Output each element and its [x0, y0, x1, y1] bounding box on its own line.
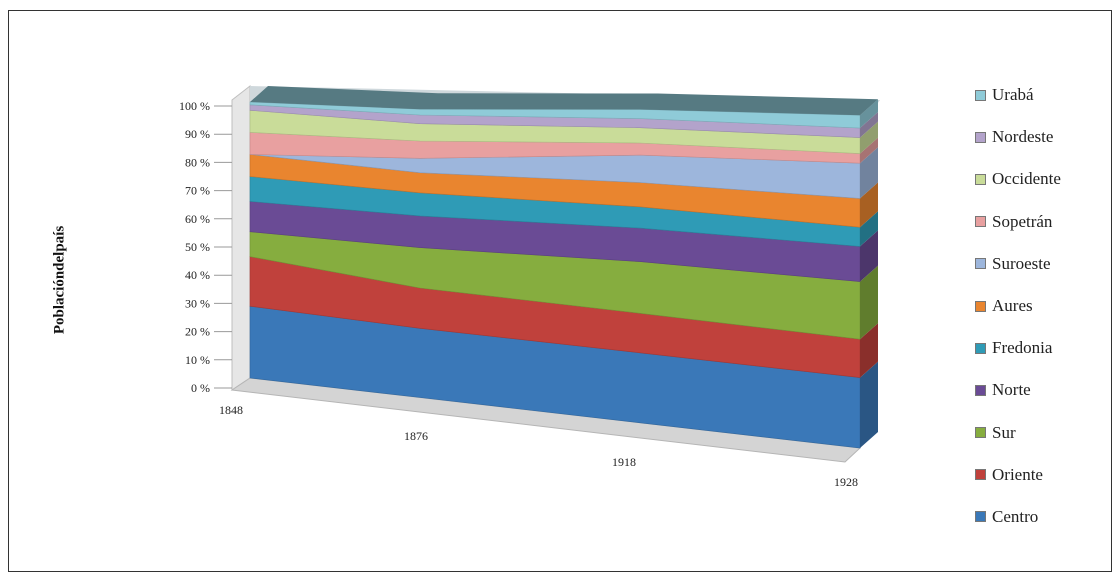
legend-item-oriente: Oriente	[975, 454, 1061, 496]
legend-swatch	[975, 300, 986, 312]
legend-label: Sur	[992, 422, 1016, 442]
chart-areas	[249, 86, 878, 449]
y-axis-label: Poblacióndelpaís	[51, 225, 68, 335]
legend-item-urab-: Urabá	[975, 74, 1061, 116]
legend-swatch	[975, 258, 986, 270]
area-side-suroeste	[860, 147, 878, 199]
legend-item-fredonia: Fredonia	[975, 327, 1061, 369]
y-axis-label-wrap: Poblacióndelpaís	[40, 150, 80, 410]
y-tick-label: 10 %	[185, 353, 210, 367]
legend-swatch	[975, 131, 986, 143]
left-wall	[231, 84, 251, 391]
area-side-aures	[860, 182, 878, 228]
y-tick-labels: 0 % 10 % 20 % 30 % 40 % 50 % 60 % 70 % 80 % 90 % 1…	[179, 99, 232, 395]
legend: Urabá Nordeste Occidente Sopetrán Suroeste Au…	[975, 74, 1061, 538]
area-side-centro	[860, 361, 878, 448]
legend-label: Aures	[992, 296, 1033, 316]
area-side-nordeste	[860, 112, 878, 138]
x-tick-label: 1928	[834, 475, 858, 489]
y-tick-label: 70 %	[185, 184, 210, 198]
area-side-norte	[860, 230, 878, 282]
legend-label: Fredonia	[992, 338, 1053, 358]
x-tick-labels: 1848 1876 1918 1928	[219, 403, 858, 489]
legend-item-norte: Norte	[975, 369, 1061, 411]
legend-label: Oriente	[992, 464, 1043, 484]
legend-item-aures: Aures	[975, 285, 1061, 327]
legend-swatch	[975, 511, 986, 523]
y-tick-label: 80 %	[185, 155, 210, 169]
legend-item-sur: Sur	[975, 412, 1061, 454]
legend-swatch	[975, 384, 986, 396]
y-tick-label: 60 %	[185, 212, 210, 226]
legend-label: Occidente	[992, 169, 1061, 189]
area-side-sur	[860, 265, 878, 340]
legend-swatch	[975, 173, 986, 185]
area-side-sopetr-n	[860, 137, 878, 164]
legend-label: Urabá	[992, 85, 1034, 105]
legend-label: Suroeste	[992, 253, 1051, 273]
legend-label: Nordeste	[992, 127, 1054, 147]
area-side-occidente	[860, 121, 878, 154]
y-tick-label: 0 %	[191, 381, 210, 395]
legend-swatch	[975, 427, 986, 439]
area-side-oriente	[860, 323, 878, 378]
legend-item-occidente: Occidente	[975, 158, 1061, 200]
area-side-urab-	[860, 99, 878, 128]
x-tick-label: 1918	[612, 455, 636, 469]
x-tick-label: 1876	[404, 429, 428, 443]
legend-item-centro: Centro	[975, 496, 1061, 538]
legend-label: Centro	[992, 506, 1039, 526]
legend-swatch	[975, 89, 986, 101]
legend-item-sopetr-n: Sopetrán	[975, 201, 1061, 243]
legend-item-nordeste: Nordeste	[975, 116, 1061, 158]
y-tick-label: 30 %	[185, 296, 210, 310]
y-tick-label: 90 %	[185, 127, 210, 141]
y-tick-label: 20 %	[185, 325, 210, 339]
legend-label: Sopetrán	[992, 211, 1053, 231]
y-tick-label: 50 %	[185, 240, 210, 254]
legend-label: Norte	[992, 380, 1031, 400]
legend-swatch	[975, 342, 986, 354]
legend-swatch	[975, 469, 986, 481]
legend-swatch	[975, 216, 986, 228]
y-tick-label: 100 %	[179, 99, 210, 113]
x-tick-label: 1848	[219, 403, 243, 417]
stack-top-face	[250, 86, 878, 116]
area-side-fredonia	[860, 211, 878, 247]
legend-item-suroeste: Suroeste	[975, 243, 1061, 285]
y-tick-label: 40 %	[185, 268, 210, 282]
